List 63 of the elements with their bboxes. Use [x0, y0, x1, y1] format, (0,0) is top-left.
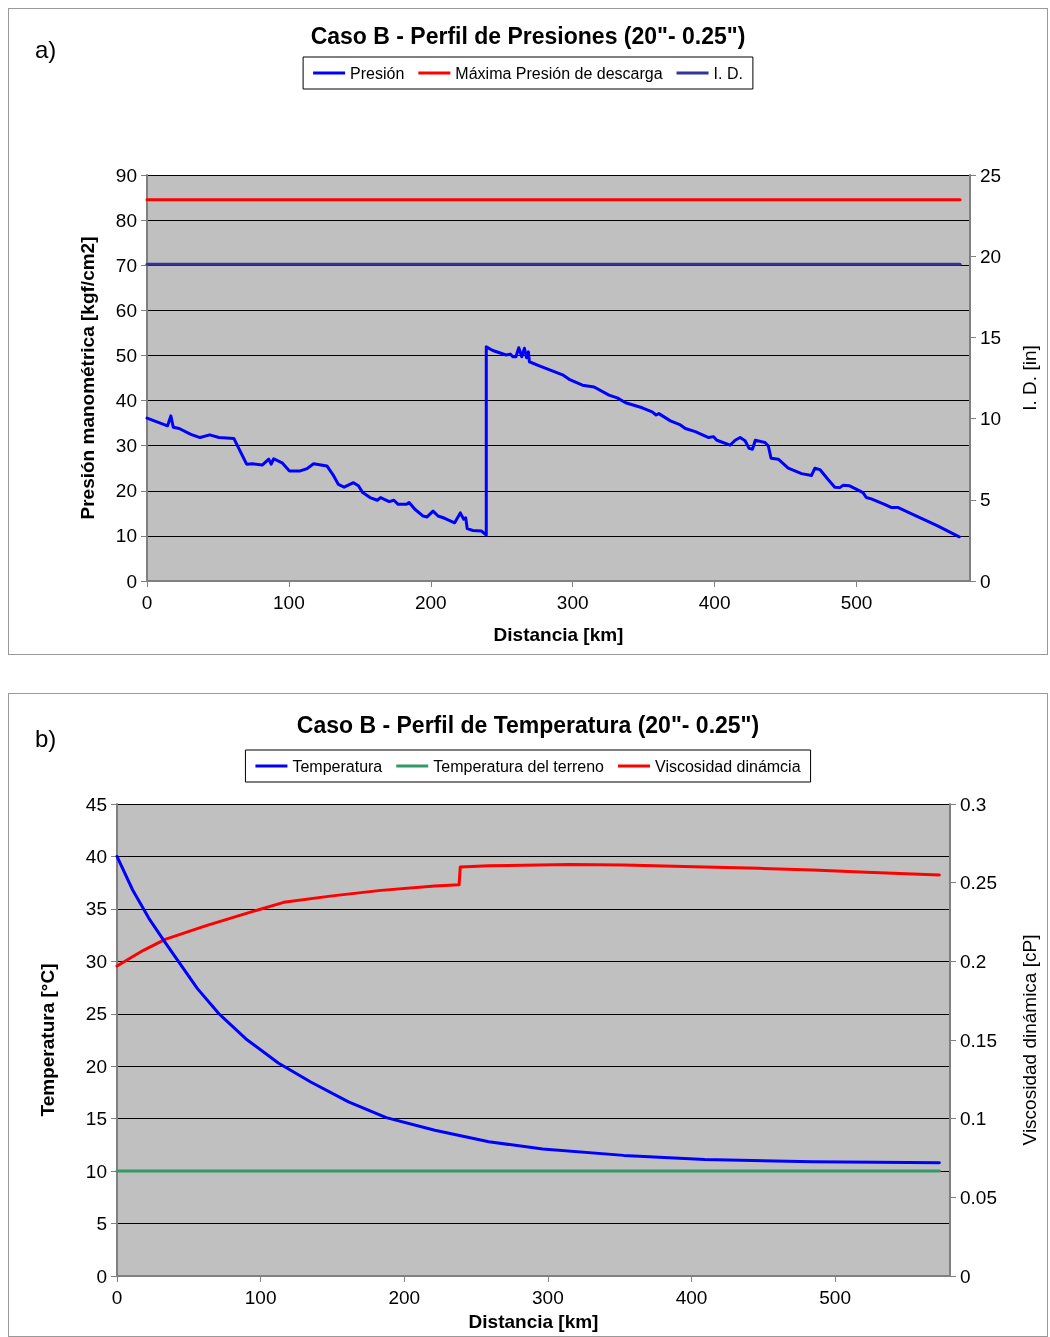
y-tick-label: 40 [115, 390, 137, 412]
y2-tick-label: 0.2 [960, 950, 987, 972]
x-axis-title: Distancia [km] [468, 1311, 599, 1332]
y2-tick-label: 0.05 [960, 1186, 997, 1208]
y2-tick-label: 15 [980, 326, 1002, 348]
y-tick-label: 90 [115, 164, 137, 186]
y-tick-label: 40 [85, 845, 107, 867]
x-tick-label: 400 [675, 1287, 708, 1308]
y2-tick-label: 0.1 [960, 1108, 987, 1130]
x-tick-label: 500 [840, 592, 873, 613]
x-tick-label: 200 [388, 1287, 421, 1308]
y-tick-label: 20 [115, 480, 137, 502]
legend-label: Temperatura del terreno [433, 757, 605, 775]
text: a) [35, 35, 57, 63]
y-tick-label: 5 [96, 1213, 107, 1235]
y2-tick-label: 0.15 [960, 1029, 997, 1051]
y-tick-label: 50 [115, 344, 137, 366]
y-tick-label: 70 [115, 254, 137, 276]
x-tick-label: 100 [244, 1287, 277, 1308]
y2-axis-title: I. D. [in] [1019, 345, 1040, 411]
x-tick-label: 0 [141, 592, 153, 613]
x-tick-label: 300 [556, 592, 589, 613]
y2-tick-label: 0 [980, 570, 991, 592]
x-tick-label: 500 [819, 1287, 851, 1308]
legend-label: Temperatura [292, 757, 383, 775]
y-tick-label: 10 [85, 1160, 107, 1182]
legend-label: Viscosidad dinámcia [655, 757, 801, 775]
y2-tick-label: 0.3 [960, 793, 987, 815]
text: b) [35, 724, 57, 752]
y-tick-label: 30 [115, 435, 137, 457]
legend-label: I. D. [713, 64, 743, 82]
y-tick-label: 45 [85, 793, 107, 815]
y-tick-label: 60 [115, 299, 137, 321]
chart-title: Caso B - Perfil de Presiones (20"- 0.25") [310, 22, 746, 49]
chart-title: Caso B - Perfil de Temperatura (20"- 0.25") [296, 711, 760, 738]
x-tick-label: 100 [273, 592, 305, 613]
y2-tick-label: 5 [980, 489, 991, 511]
y-axis-title: Presión manométrica [kgf/cm2] [77, 236, 98, 520]
y2-tick-label: 20 [980, 245, 1002, 267]
y2-axis-title: Viscosidad dinámica [cP] [1019, 934, 1040, 1146]
x-tick-label: 200 [414, 592, 447, 613]
x-axis-title: Distancia [km] [493, 624, 624, 645]
y-tick-label: 25 [85, 1003, 107, 1025]
line-series [145, 345, 961, 539]
line-series [115, 863, 941, 968]
y2-tick-label: 10 [980, 408, 1002, 430]
y-tick-label: 10 [115, 525, 137, 547]
y2-tick-label: 0 [960, 1265, 971, 1287]
y2-tick-label: 25 [980, 164, 1002, 186]
y2-tick-label: 0.25 [960, 872, 997, 894]
x-tick-label: 300 [532, 1287, 564, 1308]
y-tick-label: 30 [85, 950, 107, 972]
x-tick-label: 400 [698, 592, 731, 613]
y-axis-title: Temperatura [°C] [37, 963, 58, 1117]
legend-label: Máxima Presión de descarga [455, 64, 663, 82]
y-tick-label: 0 [96, 1265, 107, 1287]
line-series [115, 854, 941, 1165]
legend-label: Presión [350, 64, 405, 82]
y-tick-label: 15 [85, 1108, 107, 1130]
y-tick-label: 0 [126, 570, 137, 592]
y-tick-label: 35 [85, 898, 107, 920]
y-tick-label: 20 [85, 1055, 107, 1077]
y-tick-label: 80 [115, 209, 137, 231]
